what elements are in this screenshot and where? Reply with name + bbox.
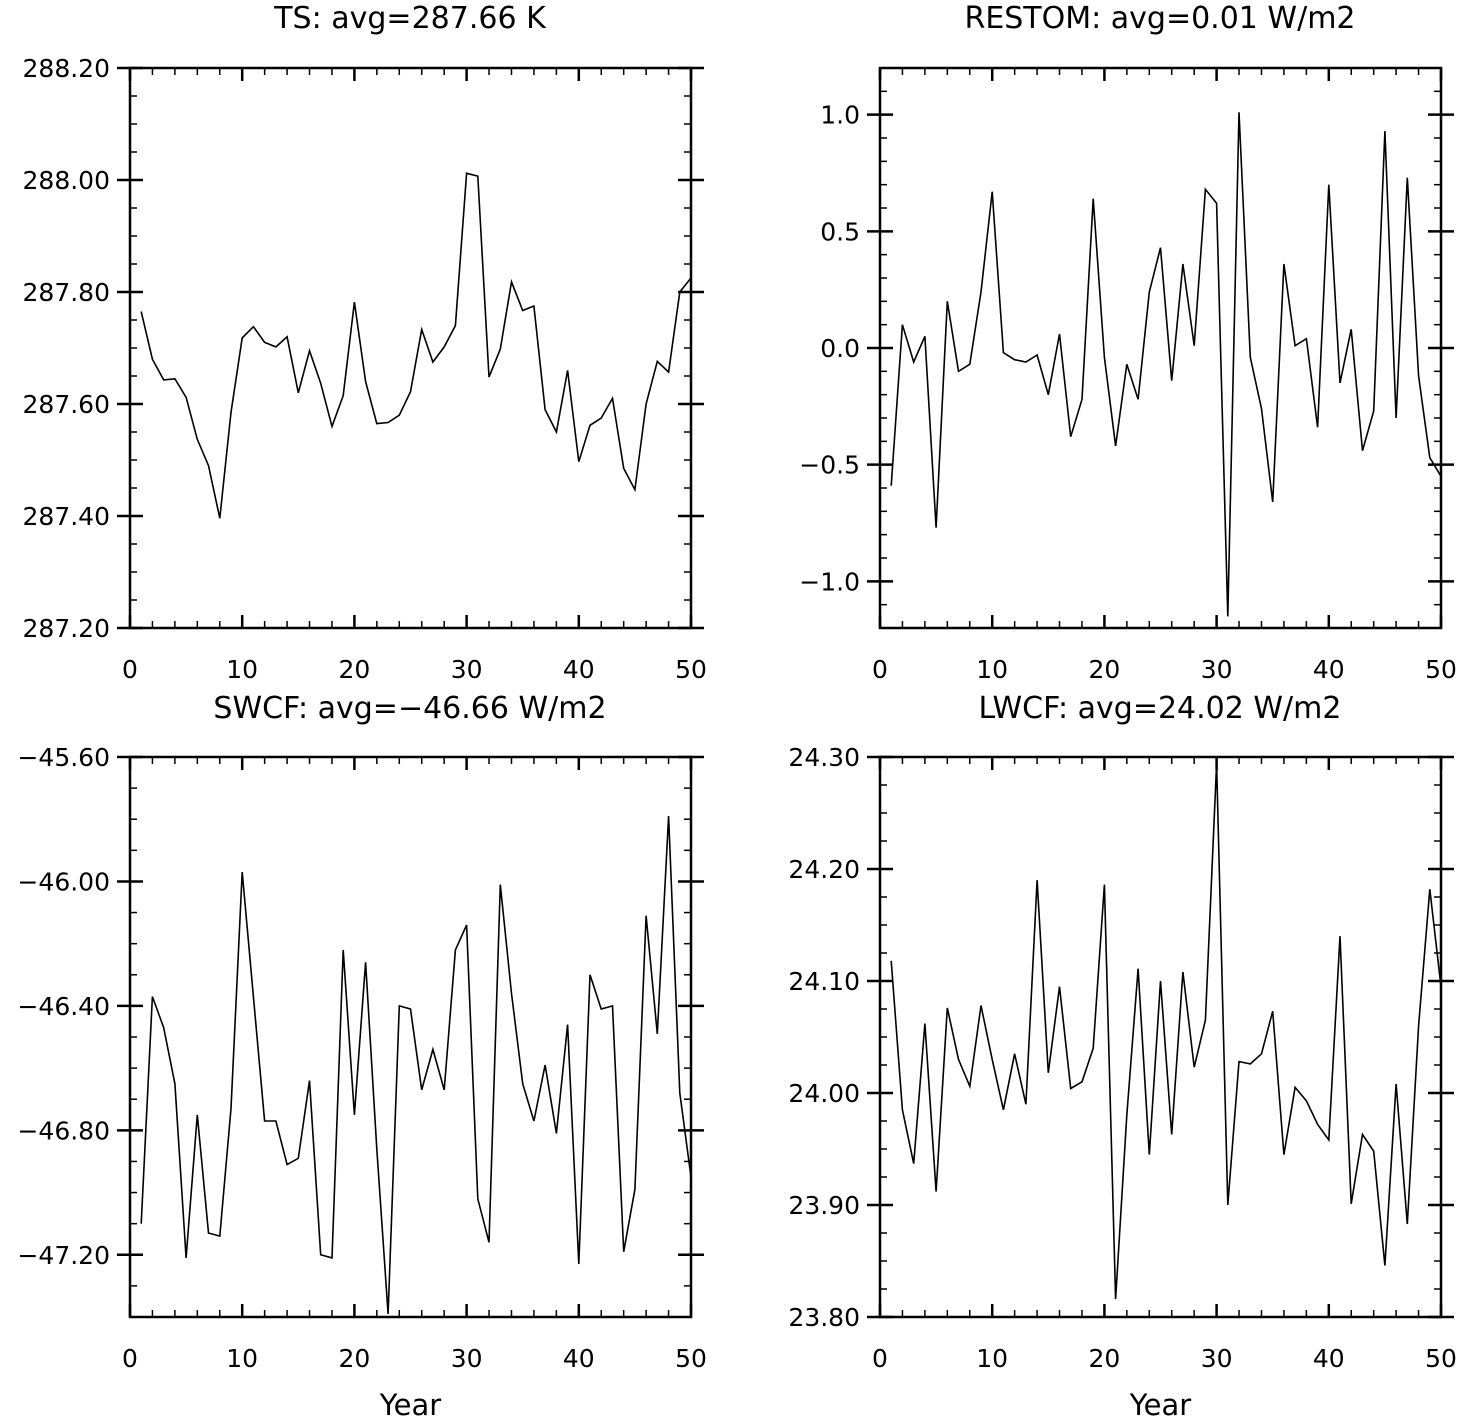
y-tick-label: −45.60 <box>17 743 110 772</box>
x-tick-label: 0 <box>872 655 888 684</box>
x-tick-label: 30 <box>1201 1344 1233 1373</box>
y-tick-label: 23.90 <box>788 1191 860 1220</box>
x-tick-label: 40 <box>1313 655 1345 684</box>
x-tick-label: 0 <box>122 655 138 684</box>
y-tick-label: 287.60 <box>23 390 110 419</box>
y-tick-label: 287.20 <box>23 614 110 643</box>
y-tick-label: 24.20 <box>788 855 860 884</box>
series-line <box>140 172 691 519</box>
y-tick-label: −46.80 <box>17 1116 110 1145</box>
chart-panel-2: RESTOM: avg=0.01 W/m2 −1.0 −0.5 0.0 0.5 1.0 0 1… <box>799 1 1457 684</box>
chart-title: TS: avg=287.66 K <box>273 1 547 36</box>
plot-frame <box>128 66 693 630</box>
y-tick-label: −47.20 <box>17 1241 110 1270</box>
series-line <box>140 816 691 1314</box>
x-tick-label: 30 <box>451 655 483 684</box>
chart-panel-3: SWCF: avg=−46.66 W/m2 −47.20 −46.80 −46.40 −… <box>17 691 706 1416</box>
y-tick-label: 24.30 <box>788 743 860 772</box>
x-tick-label: 50 <box>1425 655 1457 684</box>
y-tick-label: −0.5 <box>799 451 860 480</box>
x-tick-label: 50 <box>675 1344 707 1373</box>
x-tick-label: 0 <box>122 1344 138 1373</box>
x-axis-label: Year <box>379 1388 441 1416</box>
x-tick-label: 20 <box>338 655 370 684</box>
chart-panel-1: TS: avg=287.66 K 287.20 287.40 287.60 287.80… <box>23 1 707 684</box>
y-tick-label: 288.00 <box>23 166 110 195</box>
x-tick-label: 50 <box>1425 1344 1457 1373</box>
chart-title: SWCF: avg=−46.66 W/m2 <box>213 691 606 726</box>
x-axis-label: Year <box>1129 1388 1191 1416</box>
x-tick-label: 0 <box>872 1344 888 1373</box>
x-tick-label: 20 <box>1088 1344 1120 1373</box>
y-tick-label: −1.0 <box>799 567 860 596</box>
plot-frame <box>878 66 1443 630</box>
x-tick-label: 30 <box>451 1344 483 1373</box>
y-tick-label: 287.40 <box>23 502 110 531</box>
y-tick-label: 288.20 <box>23 54 110 83</box>
x-tick-label: 10 <box>976 1344 1008 1373</box>
x-tick-label: 40 <box>563 655 595 684</box>
x-tick-label: 40 <box>1313 1344 1345 1373</box>
y-tick-label: 24.00 <box>788 1079 860 1108</box>
y-tick-label: 0.5 <box>820 217 860 246</box>
chart-title: LWCF: avg=24.02 W/m2 <box>979 691 1342 726</box>
x-tick-label: 30 <box>1201 655 1233 684</box>
y-tick-label: 24.10 <box>788 967 860 996</box>
plot-frame <box>128 755 693 1319</box>
series-line <box>890 763 1441 1300</box>
x-tick-label: 10 <box>976 655 1008 684</box>
x-tick-label: 50 <box>675 655 707 684</box>
y-tick-label: 1.0 <box>820 101 860 130</box>
y-tick-label: 0.0 <box>820 334 860 363</box>
x-tick-label: 10 <box>226 1344 258 1373</box>
y-tick-label: −46.40 <box>17 992 110 1021</box>
chart-panel-4: LWCF: avg=24.02 W/m2 23.80 23.90 24.00 24.10… <box>788 691 1456 1416</box>
x-tick-label: 40 <box>563 1344 595 1373</box>
series-line <box>890 112 1441 617</box>
y-tick-label: 23.80 <box>788 1303 860 1332</box>
chart-title: RESTOM: avg=0.01 W/m2 <box>964 1 1355 36</box>
y-tick-label: 287.80 <box>23 278 110 307</box>
plot-frame <box>878 755 1443 1319</box>
x-tick-label: 20 <box>338 1344 370 1373</box>
x-tick-label: 20 <box>1088 655 1120 684</box>
y-tick-label: −46.00 <box>17 867 110 896</box>
x-tick-label: 10 <box>226 655 258 684</box>
